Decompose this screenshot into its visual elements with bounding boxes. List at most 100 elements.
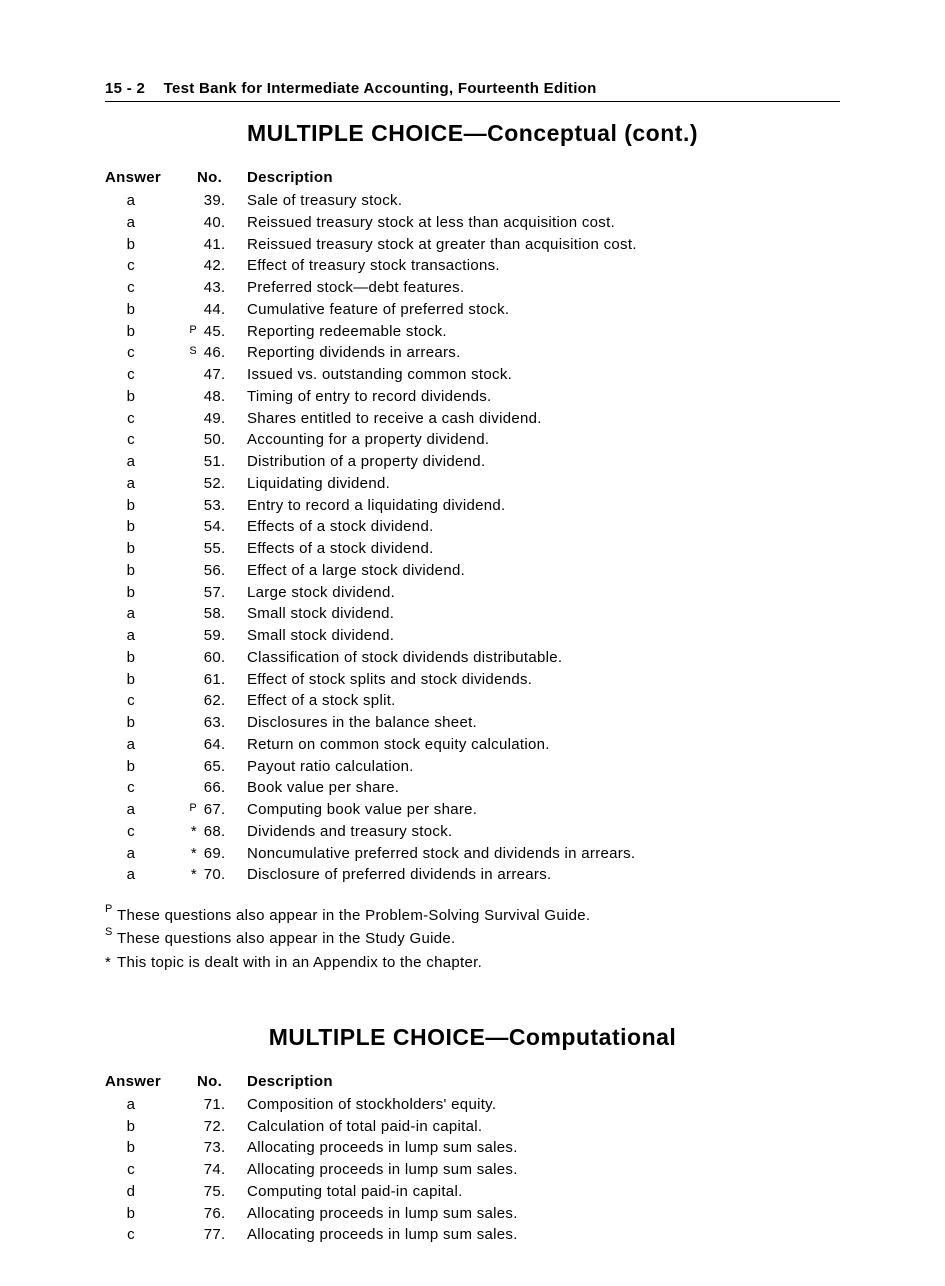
number-cell: 53. — [185, 495, 247, 517]
description-cell: Calculation of total paid-in capital. — [247, 1116, 840, 1138]
table-row: a*70.Disclosure of preferred dividends i… — [105, 864, 840, 886]
number-cell: 77. — [185, 1224, 247, 1246]
number-cell: 72. — [185, 1116, 247, 1138]
description-cell: Timing of entry to record dividends. — [247, 386, 840, 408]
description-cell: Allocating proceeds in lump sum sales. — [247, 1137, 840, 1159]
answer-cell: b — [105, 1203, 185, 1225]
number-cell: P45. — [185, 321, 247, 343]
table-row: a71.Composition of stockholders' equity. — [105, 1094, 840, 1116]
number-cell: P67. — [185, 799, 247, 821]
table-row: a51.Distribution of a property dividend. — [105, 451, 840, 473]
answer-cell: b — [105, 299, 185, 321]
col-header-answer: Answer — [105, 169, 185, 186]
answer-cell: c — [105, 777, 185, 799]
table-row: b57.Large stock dividend. — [105, 582, 840, 604]
number-cell: 50. — [185, 429, 247, 451]
number-cell: 44. — [185, 299, 247, 321]
table-row: c50.Accounting for a property dividend. — [105, 429, 840, 451]
description-cell: Reissued treasury stock at less than acq… — [247, 212, 840, 234]
answer-cell: c — [105, 255, 185, 277]
description-cell: Allocating proceeds in lump sum sales. — [247, 1203, 840, 1225]
description-cell: Preferred stock—debt features. — [247, 277, 840, 299]
table-body-1: a39.Sale of treasury stock.a40.Reissued … — [105, 190, 840, 886]
table-row: b60.Classification of stock dividends di… — [105, 647, 840, 669]
description-cell: Effects of a stock dividend. — [247, 516, 840, 538]
number-cell: 40. — [185, 212, 247, 234]
number-cell: 75. — [185, 1181, 247, 1203]
number-cell: 64. — [185, 734, 247, 756]
answer-cell: b — [105, 1137, 185, 1159]
table-header-2: Answer No. Description — [105, 1073, 840, 1090]
number-cell: 65. — [185, 756, 247, 778]
answer-cell: a — [105, 212, 185, 234]
table-row: c42.Effect of treasury stock transaction… — [105, 255, 840, 277]
description-cell: Disclosures in the balance sheet. — [247, 712, 840, 734]
answer-cell: b — [105, 560, 185, 582]
footnote-marker: P — [105, 901, 117, 924]
number-cell: 54. — [185, 516, 247, 538]
footnote-text: This topic is dealt with in an Appendix … — [117, 951, 482, 974]
description-cell: Noncumulative preferred stock and divide… — [247, 843, 840, 865]
answer-cell: b — [105, 756, 185, 778]
answer-cell: a — [105, 799, 185, 821]
table-row: b53.Entry to record a liquidating divide… — [105, 495, 840, 517]
answer-cell: a — [105, 473, 185, 495]
table-row: b73.Allocating proceeds in lump sum sale… — [105, 1137, 840, 1159]
answer-cell: a — [105, 451, 185, 473]
footnotes: PThese questions also appear in the Prob… — [105, 904, 840, 974]
answer-cell: a — [105, 843, 185, 865]
table-row: bP45.Reporting redeemable stock. — [105, 321, 840, 343]
number-cell: S46. — [185, 342, 247, 364]
page-number: 15 - 2 — [105, 80, 145, 97]
description-cell: Entry to record a liquidating dividend. — [247, 495, 840, 517]
table-row: b54.Effects of a stock dividend. — [105, 516, 840, 538]
footnote-marker: S — [105, 924, 117, 947]
description-cell: Disclosure of preferred dividends in arr… — [247, 864, 840, 886]
description-cell: Small stock dividend. — [247, 625, 840, 647]
answer-cell: b — [105, 495, 185, 517]
number-cell: *70. — [185, 864, 247, 886]
answer-cell: c — [105, 1159, 185, 1181]
col-header-no-2: No. — [185, 1073, 247, 1090]
answer-cell: c — [105, 408, 185, 430]
answer-cell: a — [105, 864, 185, 886]
number-cell: 47. — [185, 364, 247, 386]
table-row: b76.Allocating proceeds in lump sum sale… — [105, 1203, 840, 1225]
answer-cell: a — [105, 1094, 185, 1116]
number-cell: 61. — [185, 669, 247, 691]
number-cell: *69. — [185, 843, 247, 865]
number-cell: 74. — [185, 1159, 247, 1181]
description-cell: Reporting dividends in arrears. — [247, 342, 840, 364]
table-row: a*69.Noncumulative preferred stock and d… — [105, 843, 840, 865]
number-cell: 49. — [185, 408, 247, 430]
description-cell: Liquidating dividend. — [247, 473, 840, 495]
number-cell: 43. — [185, 277, 247, 299]
description-cell: Dividends and treasury stock. — [247, 821, 840, 843]
footnote-text: These questions also appear in the Probl… — [117, 904, 590, 927]
table-row: b41.Reissued treasury stock at greater t… — [105, 234, 840, 256]
number-cell: 42. — [185, 255, 247, 277]
table-row: aP67.Computing book value per share. — [105, 799, 840, 821]
description-cell: Reporting redeemable stock. — [247, 321, 840, 343]
section-title-main: MULTIPLE CHOICE — [247, 120, 464, 146]
description-cell: Payout ratio calculation. — [247, 756, 840, 778]
number-cell: 52. — [185, 473, 247, 495]
page-header: 15 - 2 Test Bank for Intermediate Accoun… — [105, 80, 840, 102]
table-row: c47.Issued vs. outstanding common stock. — [105, 364, 840, 386]
description-cell: Large stock dividend. — [247, 582, 840, 604]
answer-cell: a — [105, 603, 185, 625]
number-cell: 60. — [185, 647, 247, 669]
header-title: Test Bank for Intermediate Accounting, F… — [164, 80, 597, 97]
footnote-marker: * — [105, 951, 117, 974]
description-cell: Allocating proceeds in lump sum sales. — [247, 1224, 840, 1246]
table-row: c66.Book value per share. — [105, 777, 840, 799]
description-cell: Issued vs. outstanding common stock. — [247, 364, 840, 386]
number-cell: 57. — [185, 582, 247, 604]
table-row: b44.Cumulative feature of preferred stoc… — [105, 299, 840, 321]
answer-cell: b — [105, 234, 185, 256]
number-cell: 39. — [185, 190, 247, 212]
number-cell: 71. — [185, 1094, 247, 1116]
number-cell: 58. — [185, 603, 247, 625]
number-cell: *68. — [185, 821, 247, 843]
table-row: a52.Liquidating dividend. — [105, 473, 840, 495]
